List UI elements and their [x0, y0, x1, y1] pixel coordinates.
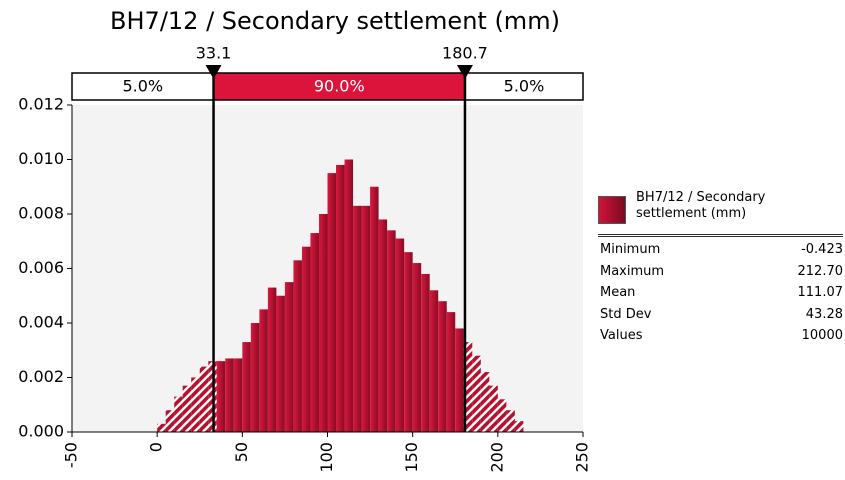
x-tick-label: 100 [317, 442, 336, 473]
y-tick-label: 0.002 [18, 367, 64, 386]
histogram-bar [438, 301, 447, 432]
stat-label: Maximum [600, 263, 665, 279]
y-tick-label: 0.006 [18, 258, 64, 277]
histogram-bar [165, 410, 175, 432]
band-label: 5.0% [504, 77, 545, 96]
histogram-bar [318, 214, 328, 432]
histogram-bar [157, 423, 166, 432]
chart-title: BH7/12 / Secondary settlement (mm) [110, 7, 560, 35]
band-label: 90.0% [314, 77, 365, 96]
histogram-bar [472, 355, 481, 432]
stat-value: -0.423 [801, 242, 843, 257]
delimiter-label: 33.1 [196, 44, 232, 63]
stat-label: Values [600, 328, 643, 343]
histogram-bar [174, 396, 183, 432]
histogram-bar [284, 282, 294, 432]
histogram-bar [344, 159, 354, 432]
histogram-bar [421, 273, 430, 432]
histogram-bar [370, 186, 379, 432]
delimiter-marker [456, 65, 473, 79]
histogram-bar [267, 287, 277, 432]
legend-swatch [598, 196, 626, 224]
x-tick-label: 0 [147, 442, 166, 452]
y-tick-label: 0.010 [18, 149, 64, 168]
delimiter-label: 180.7 [442, 44, 488, 63]
histogram-bar [395, 238, 405, 432]
band-segment [212, 72, 466, 101]
stat-row: Values 10000 [600, 328, 843, 348]
stat-row: Maximum 212.70 [600, 264, 843, 284]
stat-label: Std Dev [600, 306, 652, 322]
histogram-bar [327, 173, 337, 432]
histogram-bar [455, 328, 464, 432]
histogram-bar [233, 358, 243, 432]
histogram-bar [446, 312, 456, 432]
stat-row: Std Dev 43.28 [600, 307, 843, 327]
histogram-bar [276, 295, 285, 432]
histogram-bar [378, 219, 388, 432]
histogram-bar [293, 260, 302, 432]
histogram-bar [412, 263, 422, 432]
stat-label: Mean [600, 285, 636, 300]
stat-value: 10000 [801, 328, 843, 343]
histogram-bar [497, 399, 507, 432]
band-label: 5.0% [122, 77, 163, 96]
histogram-bar [250, 323, 260, 432]
histogram-bar [387, 230, 396, 432]
x-tick-label: 250 [573, 442, 592, 473]
stat-value: 43.28 [805, 306, 843, 322]
histogram-bar [225, 358, 234, 432]
y-tick-label: 0.000 [18, 422, 64, 441]
stat-value: 111.07 [797, 285, 844, 300]
y-tick-label: 0.008 [18, 204, 64, 223]
stat-row: Mean 111.07 [600, 285, 843, 305]
histogram-bar [480, 372, 490, 432]
histogram-bar [182, 385, 192, 432]
histogram-bar [216, 361, 226, 432]
histogram-bar [310, 233, 319, 432]
stat-label: Minimum [600, 242, 661, 257]
legend-label: BH7/12 / Secondary settlement (mm) [636, 190, 766, 221]
x-tick-label: 50 [232, 442, 251, 462]
histogram-bar [191, 377, 200, 432]
histogram-bar [199, 366, 209, 432]
histogram-bar [514, 421, 524, 432]
stat-row: Minimum -0.423 [600, 242, 843, 262]
histogram-bar [404, 252, 413, 432]
histogram-bar [259, 309, 268, 432]
histogram-bar [353, 205, 362, 432]
histogram-bar [489, 385, 498, 432]
histogram-bar [336, 164, 345, 432]
stat-value: 212.70 [797, 263, 844, 279]
histogram-bar [242, 342, 251, 432]
histogram-bar [361, 205, 371, 432]
legend-rule [598, 234, 843, 237]
x-tick-label: -50 [62, 442, 81, 468]
histogram-bar [429, 290, 439, 432]
y-tick-label: 0.004 [18, 313, 64, 332]
x-tick-label: 150 [402, 442, 421, 473]
y-tick-label: 0.012 [18, 95, 64, 114]
histogram-bar [463, 342, 473, 432]
histogram-bar [506, 410, 515, 432]
delimiter-marker [205, 65, 222, 79]
x-tick-label: 200 [487, 442, 506, 473]
histogram-bar [301, 246, 311, 432]
band-segment [464, 72, 584, 101]
